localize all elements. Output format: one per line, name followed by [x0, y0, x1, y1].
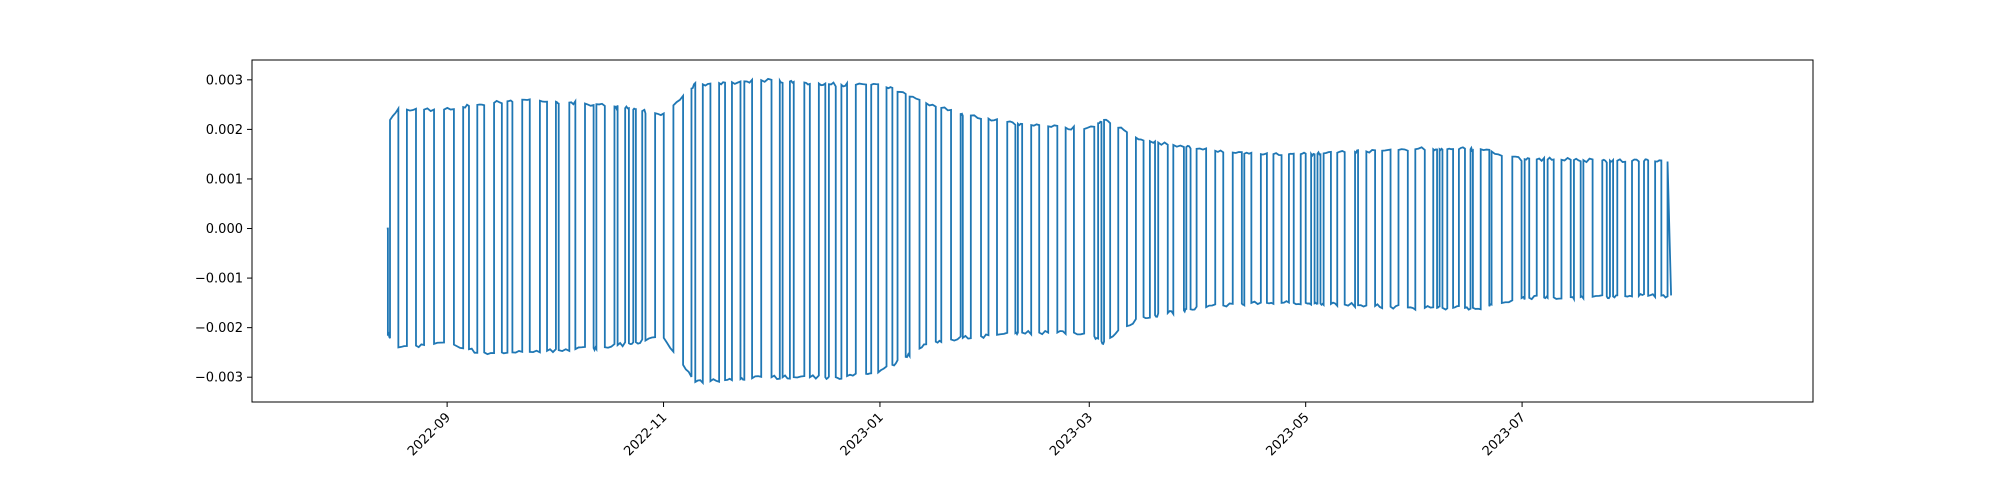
x-axis: 2022-09 2022-11 2023-01 2023-03 2023-05 2023-… — [405, 402, 1529, 459]
x-tick-label: 2022-09 — [405, 410, 454, 459]
y-tick-label: 0.001 — [206, 172, 243, 187]
y-tick-label: 0.003 — [206, 73, 243, 88]
y-tick-label: −0.003 — [195, 371, 243, 386]
y-tick-label: 0.000 — [206, 222, 243, 237]
series-layer — [386, 77, 1672, 386]
y-tick-label: −0.002 — [195, 321, 243, 336]
x-tick-label: 2023-07 — [1480, 410, 1529, 459]
x-tick-label: 2022-11 — [621, 410, 670, 459]
y-tick-label: 0.002 — [206, 123, 243, 138]
plot-area-frame — [251, 59, 1814, 403]
x-tick-label: 2023-01 — [838, 410, 887, 459]
y-axis: 0.003 0.002 0.001 0.000 −0.001 −0.002 −0.003 — [195, 73, 252, 386]
x-tick-label: 2023-05 — [1263, 410, 1312, 459]
series-line — [386, 77, 1672, 386]
x-tick-label: 2023-03 — [1047, 410, 1096, 459]
y-tick-label: −0.001 — [195, 272, 243, 287]
